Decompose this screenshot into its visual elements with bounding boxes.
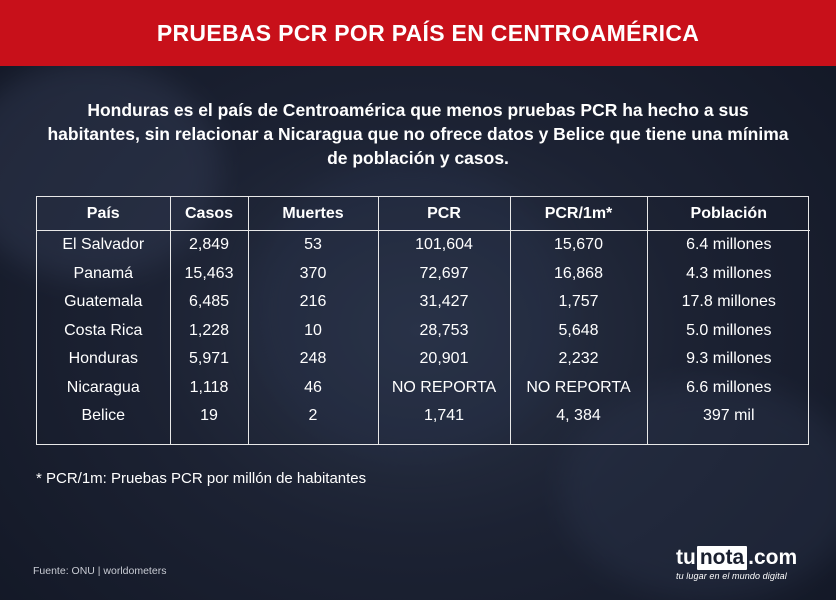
cell-pais: Costa Rica <box>64 321 143 339</box>
column-header-muertes: Muertes <box>247 197 378 231</box>
cell-muertes: 370 <box>247 259 378 288</box>
column-header-pcr-1m: PCR/1m* <box>509 197 647 231</box>
table-row: Belice 19 2 1,741 4, 384 397 mil <box>37 402 810 431</box>
cell-pais: Panamá <box>73 264 134 282</box>
cell-casos: 15,463 <box>169 259 248 288</box>
column-header-pcr: PCR <box>377 197 510 231</box>
logo-prefix: tu <box>676 546 696 569</box>
cell-muertes: 46 <box>247 373 378 402</box>
brand-logo: tu nota .com tu lugar en el mundo digita… <box>676 546 806 581</box>
cell-casos: 1,118 <box>169 373 248 402</box>
cell-pcr: 1,741 <box>377 402 510 431</box>
logo-tagline: tu lugar en el mundo digital <box>676 571 787 581</box>
source-credit: Fuente: ONU | worldometers <box>33 565 167 577</box>
column-header-poblacion: Población <box>646 197 810 231</box>
logo-boxed-text: nota <box>696 546 748 570</box>
table-row: Guatemala 6,485 216 31,427 1,757 17.8 mi… <box>37 288 810 317</box>
table-row: Honduras 5,971 248 20,901 2,232 9.3 mill… <box>37 345 810 374</box>
page-title: PRUEBAS PCR POR PAÍS EN CENTROAMÉRICA <box>156 19 700 46</box>
cell-casos: 6,485 <box>169 288 248 317</box>
cell-muertes: 53 <box>247 230 378 260</box>
cell-pcr-1m: 16,868 <box>509 259 647 288</box>
cell-muertes: 2 <box>247 402 378 431</box>
cell-casos: 5,971 <box>169 345 248 374</box>
cell-muertes: 216 <box>247 288 378 317</box>
header-bar: PRUEBAS PCR POR PAÍS EN CENTROAMÉRICA <box>0 0 836 66</box>
column-header-pais: País <box>37 197 170 231</box>
cell-pais: Guatemala <box>64 293 143 311</box>
cell-poblacion: 17.8 millones <box>646 288 810 317</box>
cell-casos: 2,849 <box>169 230 248 260</box>
cell-pcr: 101,604 <box>377 230 510 260</box>
cell-pcr: 28,753 <box>377 316 510 345</box>
table-row: El Salvador 2,849 53 101,604 15,670 6.4 … <box>37 230 810 260</box>
cell-casos: 1,228 <box>169 316 248 345</box>
cell-muertes: 10 <box>247 316 378 345</box>
footnote: * PCR/1m: Pruebas PCR por millón de habi… <box>36 470 367 487</box>
logo-wordmark: tu nota .com <box>676 546 806 570</box>
cell-pcr-1m: 4, 384 <box>509 402 647 431</box>
intro-text: Honduras es el país de Centroamérica que… <box>47 100 789 168</box>
table-header-row: País Casos Muertes PCR PCR/1m* Población <box>37 197 810 231</box>
cell-pcr-1m: NO REPORTA <box>509 373 647 402</box>
cell-pcr: 20,901 <box>377 345 510 374</box>
table-row: Costa Rica 1,228 10 28,753 5,648 5.0 mil… <box>37 316 810 345</box>
cell-casos: 19 <box>169 402 248 431</box>
cell-pcr: 72,697 <box>377 259 510 288</box>
cell-pais: Honduras <box>68 350 138 368</box>
cell-poblacion: 6.4 millones <box>646 230 810 260</box>
cell-poblacion: 6.6 millones <box>646 373 810 402</box>
cell-pais: El Salvador <box>62 236 145 254</box>
table-spacer-row <box>37 430 810 444</box>
cell-poblacion: 5.0 millones <box>646 316 810 345</box>
cell-pcr-1m: 2,232 <box>509 345 647 374</box>
cell-pcr: NO REPORTA <box>377 373 510 402</box>
table-row: Nicaragua 1,118 46 NO REPORTA NO REPORTA… <box>37 373 810 402</box>
data-table: País Casos Muertes PCR PCR/1m* Población… <box>37 197 810 444</box>
cell-poblacion: 4.3 millones <box>646 259 810 288</box>
cell-poblacion: 9.3 millones <box>646 345 810 374</box>
table-row: Panamá 15,463 370 72,697 16,868 4.3 mill… <box>37 259 810 288</box>
cell-pais: Belice <box>81 407 126 425</box>
cell-pcr: 31,427 <box>377 288 510 317</box>
logo-suffix: .com <box>748 546 798 569</box>
cell-pais: Nicaragua <box>66 378 140 396</box>
cell-pcr-1m: 1,757 <box>509 288 647 317</box>
cell-muertes: 248 <box>247 345 378 374</box>
column-header-casos: Casos <box>169 197 248 231</box>
cell-pcr-1m: 15,670 <box>509 230 647 260</box>
cell-pcr-1m: 5,648 <box>509 316 647 345</box>
cell-poblacion: 397 mil <box>646 402 810 431</box>
data-table-container: País Casos Muertes PCR PCR/1m* Población… <box>36 196 810 445</box>
